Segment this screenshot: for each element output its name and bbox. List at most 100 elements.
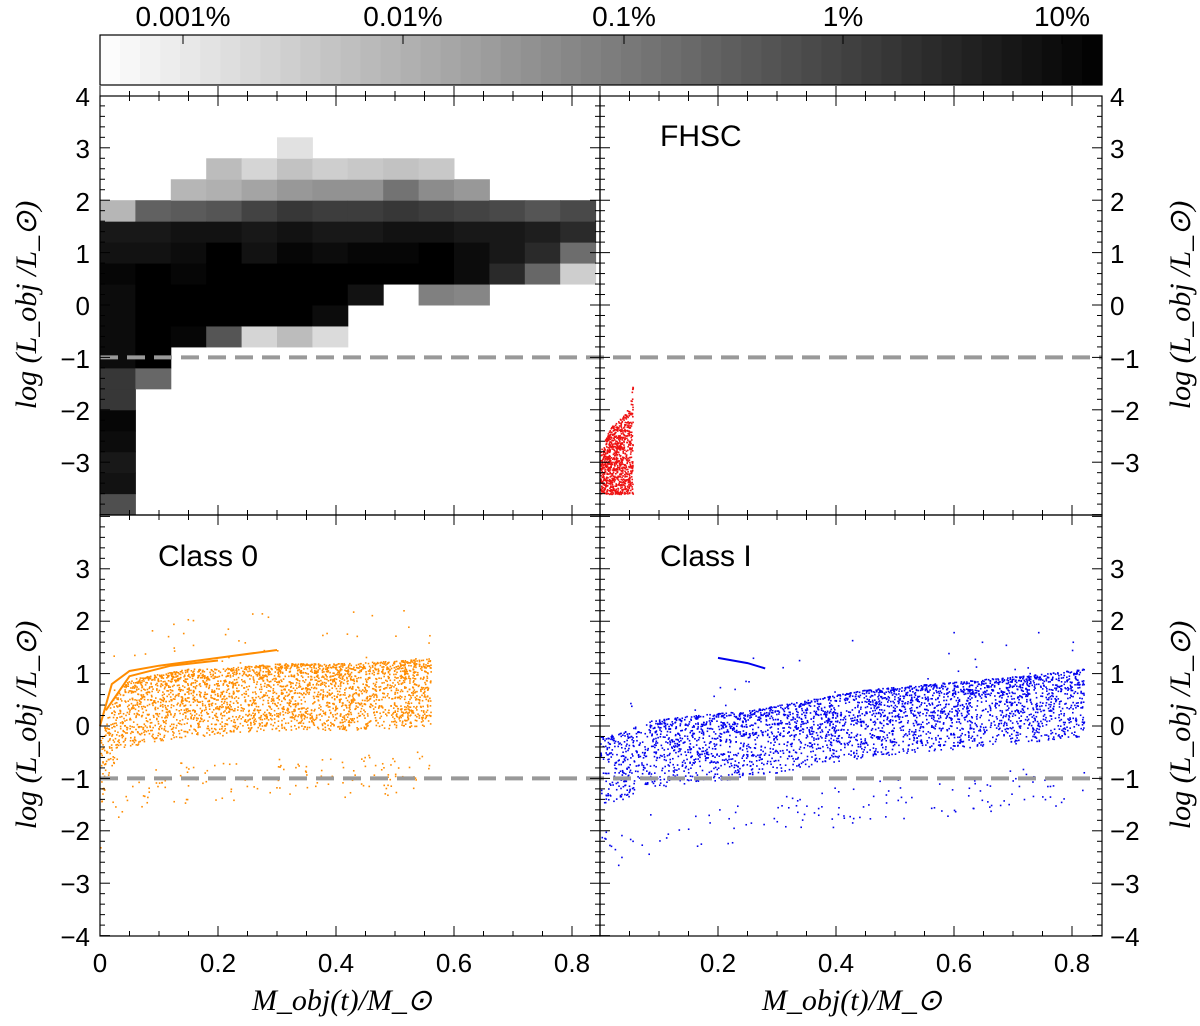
scatter-point bbox=[234, 684, 237, 686]
scatter-point bbox=[1060, 677, 1063, 679]
scatter-point bbox=[324, 713, 326, 715]
colorbar-step bbox=[140, 35, 161, 85]
scatter-point bbox=[131, 687, 134, 689]
scatter-point bbox=[371, 694, 374, 697]
scatter-point bbox=[322, 691, 325, 693]
scatter-point bbox=[332, 675, 335, 677]
fhsc-point bbox=[629, 413, 632, 416]
fhsc-point bbox=[622, 489, 624, 492]
scatter-point bbox=[133, 741, 136, 744]
fhsc-point bbox=[607, 457, 609, 459]
fhsc-point bbox=[621, 468, 624, 470]
scatter-point bbox=[277, 672, 279, 675]
fhsc-point bbox=[613, 458, 616, 461]
scatter-point bbox=[233, 697, 236, 700]
scatter-point bbox=[257, 705, 260, 708]
panel-top-left bbox=[100, 137, 597, 516]
scatter-point bbox=[136, 701, 139, 704]
fhsc-point bbox=[614, 493, 617, 495]
scatter-point bbox=[851, 717, 854, 720]
fhsc-point bbox=[630, 467, 632, 469]
scatter-point bbox=[420, 686, 423, 689]
scatter-point bbox=[351, 699, 353, 701]
scatter-point bbox=[278, 695, 280, 697]
scatter-point bbox=[237, 666, 240, 669]
heatmap-cell bbox=[277, 221, 313, 243]
scatter-point bbox=[409, 695, 412, 697]
scatter-point bbox=[283, 717, 285, 720]
scatter-point bbox=[361, 705, 364, 707]
scatter-point bbox=[288, 675, 290, 678]
scatter-point bbox=[263, 729, 265, 732]
fhsc-point bbox=[629, 480, 631, 483]
scatter-point bbox=[1069, 717, 1071, 719]
scatter-point bbox=[312, 695, 315, 698]
colorbar-step bbox=[180, 35, 201, 85]
scatter-point bbox=[362, 667, 364, 670]
scatter-point bbox=[294, 665, 297, 667]
scatter-point bbox=[281, 665, 283, 667]
fhsc-point bbox=[620, 446, 623, 448]
scatter-point bbox=[352, 685, 354, 688]
scatter-point bbox=[240, 667, 243, 669]
fhsc-point bbox=[618, 468, 620, 471]
scatter-point bbox=[1049, 785, 1052, 788]
scatter-point bbox=[327, 783, 330, 786]
scatter-point bbox=[309, 682, 311, 685]
scatter-point bbox=[221, 797, 224, 800]
scatter-point bbox=[343, 718, 346, 720]
fhsc-point bbox=[623, 426, 626, 428]
scatter-point bbox=[373, 714, 376, 716]
scatter-point bbox=[269, 680, 272, 683]
scatter-point bbox=[319, 684, 322, 686]
scatter-point bbox=[362, 664, 365, 666]
scatter-point bbox=[423, 677, 425, 679]
fhsc-point bbox=[623, 484, 626, 487]
fhsc-point bbox=[620, 430, 622, 433]
scatter-point bbox=[216, 707, 219, 710]
scatter-point bbox=[243, 696, 246, 699]
scatter-point bbox=[111, 749, 113, 752]
scatter-point bbox=[375, 678, 378, 681]
scatter-point bbox=[142, 711, 145, 714]
scatter-point bbox=[407, 662, 410, 664]
fhsc-point bbox=[619, 441, 621, 443]
scatter-point bbox=[132, 685, 134, 688]
scatter-point bbox=[359, 710, 362, 713]
fhsc-point bbox=[623, 440, 625, 443]
colorbar-step bbox=[841, 35, 863, 85]
scatter-point bbox=[230, 788, 233, 791]
scatter-point bbox=[198, 669, 200, 671]
scatter-point bbox=[311, 715, 313, 717]
scatter-point bbox=[969, 705, 972, 707]
scatter-point bbox=[373, 711, 375, 714]
scatter-point bbox=[678, 741, 681, 743]
scatter-point bbox=[413, 665, 416, 667]
scatter-point bbox=[313, 686, 316, 689]
scatter-point bbox=[263, 714, 266, 717]
scatter-point bbox=[1000, 714, 1002, 716]
scatter-point bbox=[339, 677, 342, 680]
scatter-point bbox=[198, 720, 201, 723]
scatter-point bbox=[317, 674, 319, 677]
scatter-point bbox=[891, 741, 893, 744]
heatmap-cell bbox=[135, 242, 172, 264]
scatter-point bbox=[196, 700, 199, 703]
scatter-point bbox=[220, 700, 223, 703]
scatter-point bbox=[227, 672, 229, 675]
scatter-point bbox=[271, 714, 273, 717]
scatter-point bbox=[880, 701, 883, 704]
scatter-point bbox=[309, 684, 311, 686]
fhsc-point bbox=[604, 458, 607, 460]
scatter-point bbox=[894, 696, 896, 698]
heatmap-cell bbox=[454, 284, 490, 306]
scatter-point bbox=[133, 687, 136, 689]
scatter-point bbox=[421, 718, 424, 720]
scatter-point bbox=[192, 686, 195, 688]
scatter-point bbox=[130, 692, 133, 694]
scatter-point bbox=[181, 700, 184, 702]
scatter-point bbox=[270, 700, 273, 702]
scatter-point bbox=[135, 744, 138, 746]
scatter-point bbox=[106, 751, 109, 754]
scatter-point bbox=[161, 738, 163, 741]
